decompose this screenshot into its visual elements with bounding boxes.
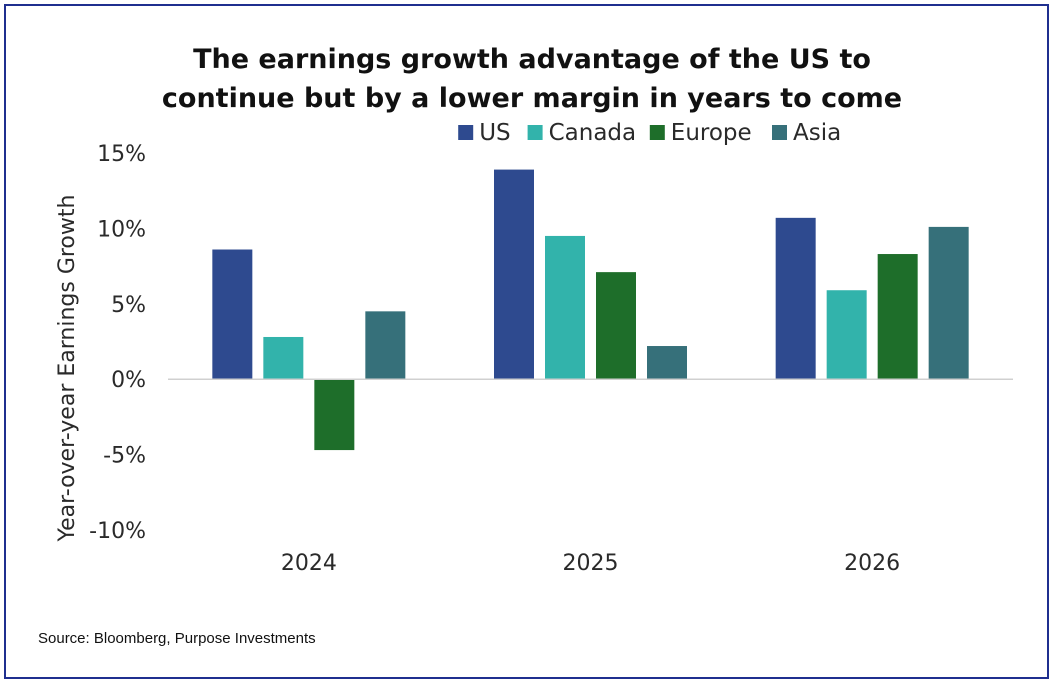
x-tick-label: 2025 [563, 551, 619, 576]
bar-asia-2026 [928, 226, 969, 380]
y-tick-label: 10% [97, 217, 146, 242]
x-tick-label: 2026 [844, 551, 900, 576]
bar-canada-2026 [826, 290, 867, 380]
bar-asia-2024 [365, 311, 406, 380]
y-axis-title: Year-over-year Earnings Growth [55, 195, 80, 543]
chart-title-line-1: The earnings growth advantage of the US … [193, 44, 871, 75]
bar-canada-2025 [545, 235, 585, 380]
bar-us-2024 [212, 249, 253, 380]
legend-label-canada: Canada [549, 120, 637, 146]
y-tick-label: -10% [89, 519, 146, 544]
legend-label-asia: Asia [793, 120, 841, 146]
legend-swatch-us [458, 125, 474, 140]
bar-europe-2024 [314, 379, 355, 451]
legend: US Canada Europe Asia [458, 120, 841, 146]
legend-swatch-asia [772, 125, 787, 140]
legend-label-europe: Europe [671, 120, 752, 146]
bar-us-2025 [494, 169, 534, 380]
bar-asia-2025 [647, 346, 687, 380]
y-tick-label: 5% [111, 293, 146, 318]
bar-europe-2026 [877, 254, 918, 380]
bar-europe-2025 [596, 272, 636, 380]
bars [212, 169, 969, 451]
x-tick-label: 2024 [281, 551, 337, 576]
y-tick-label: 15% [97, 142, 146, 167]
bar-us-2026 [775, 217, 816, 380]
y-tick-label: -5% [103, 444, 146, 469]
legend-swatch-canada [527, 125, 543, 140]
source-note: Source: Bloomberg, Purpose Investments [38, 630, 316, 647]
bar-canada-2024 [263, 336, 304, 380]
y-tick-label: 0% [111, 368, 146, 393]
chart-title-line-2: continue but by a lower margin in years … [162, 83, 902, 114]
legend-swatch-europe [649, 125, 665, 140]
legend-label-us: US [479, 120, 510, 146]
x-tick-labels: 2024 2025 2026 [281, 551, 900, 576]
y-tick-labels: 15% 10% 5% 0% -5% -10% [89, 142, 146, 544]
